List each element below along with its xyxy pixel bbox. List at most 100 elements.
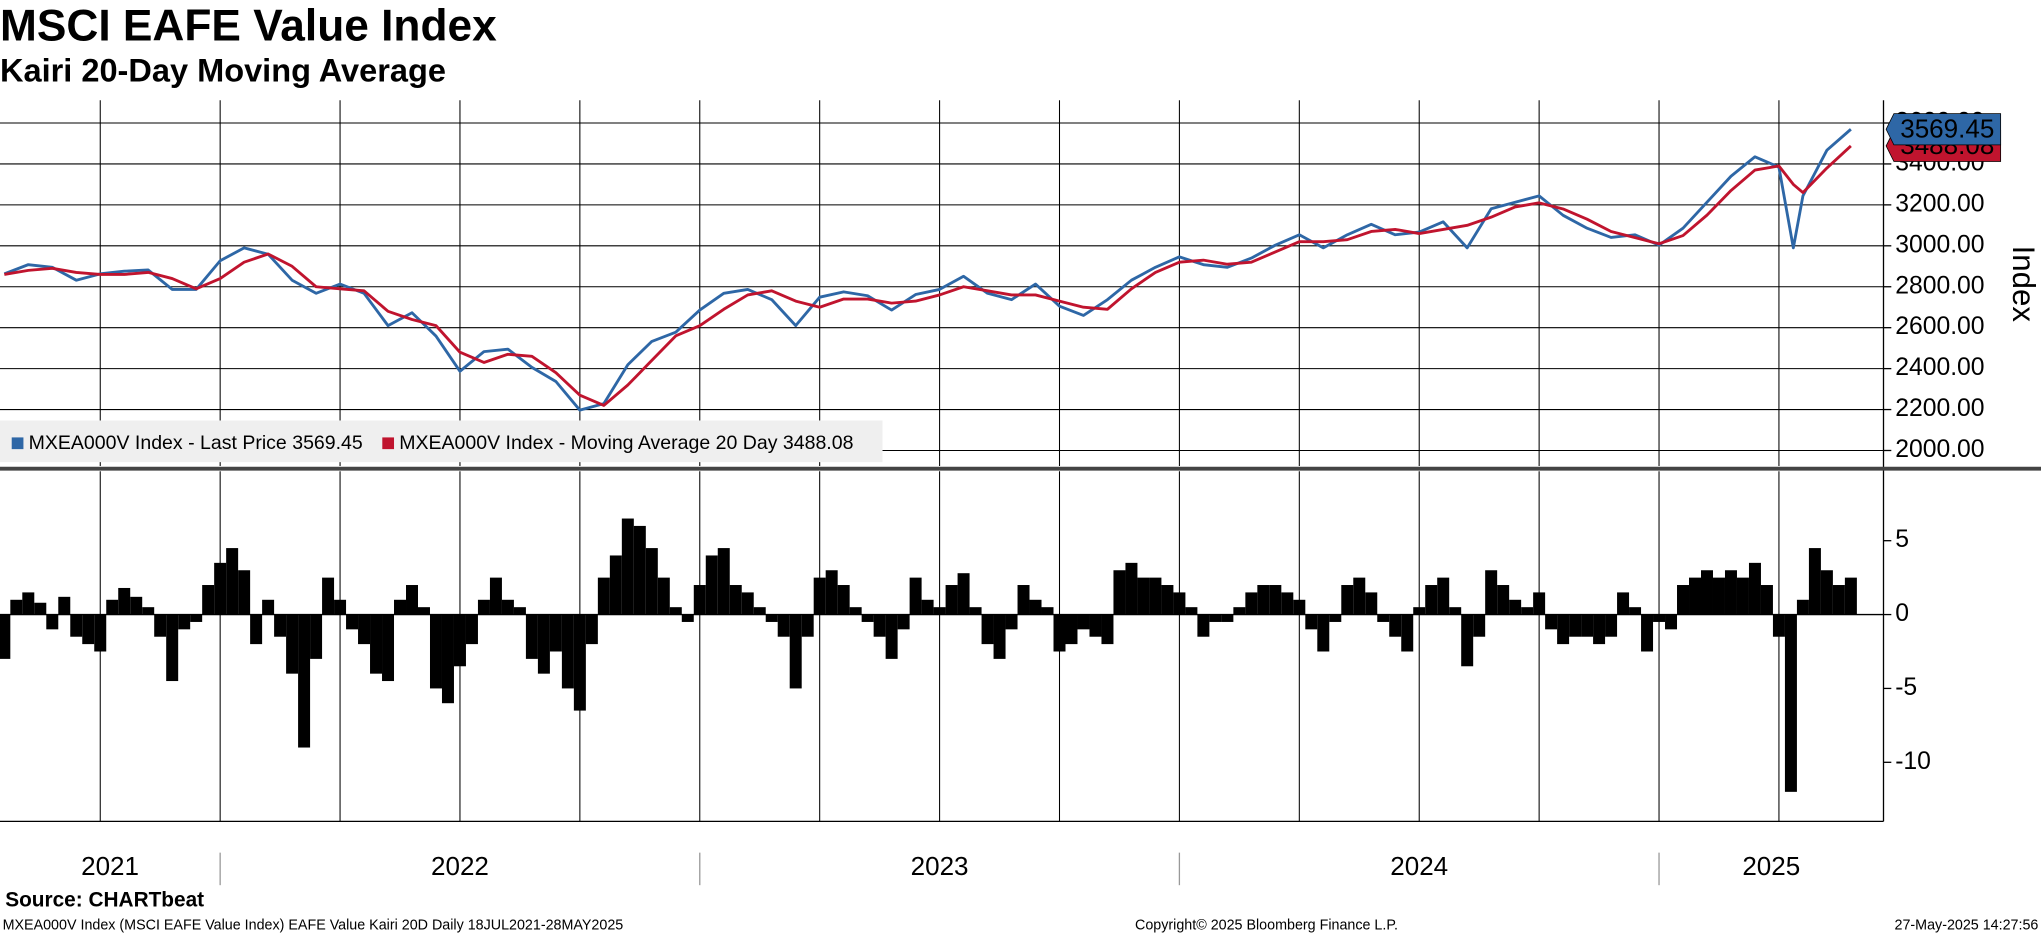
bar bbox=[813, 577, 826, 615]
subtitle: Kairi 20-Day Moving Average bbox=[0, 53, 446, 89]
bar bbox=[753, 607, 766, 615]
bar bbox=[717, 548, 730, 615]
bar bbox=[1629, 607, 1642, 615]
bar bbox=[1712, 577, 1725, 615]
legend-label: MXEA000V Index - Last Price 3569.45 bbox=[29, 432, 363, 454]
bar bbox=[298, 614, 311, 748]
bar bbox=[585, 614, 598, 645]
y-tick-label: -5 bbox=[1895, 674, 1917, 701]
bar bbox=[525, 614, 538, 659]
y-tick-label: 2600.00 bbox=[1895, 313, 1984, 340]
bar bbox=[909, 577, 922, 615]
title: MSCI EAFE Value Index bbox=[0, 1, 497, 50]
bar bbox=[1820, 570, 1833, 615]
bar bbox=[1281, 592, 1294, 615]
bar bbox=[1521, 607, 1534, 615]
bar bbox=[238, 570, 251, 615]
bar bbox=[1485, 570, 1498, 615]
bar bbox=[406, 585, 418, 615]
bar bbox=[1581, 614, 1594, 637]
bar bbox=[82, 614, 95, 645]
bar bbox=[1341, 585, 1354, 615]
bar bbox=[1053, 614, 1066, 652]
bar bbox=[993, 614, 1006, 659]
bar bbox=[1533, 592, 1546, 615]
bar bbox=[1077, 614, 1090, 630]
bar bbox=[1365, 592, 1378, 615]
y-tick-label: -10 bbox=[1895, 748, 1931, 775]
x-tick-label: 2025 bbox=[1742, 851, 1800, 881]
bar bbox=[429, 614, 442, 689]
y-tick-label: 2000.00 bbox=[1895, 436, 1984, 463]
bar bbox=[1736, 577, 1749, 615]
bar bbox=[394, 599, 407, 615]
bar bbox=[1808, 548, 1821, 615]
bar bbox=[1245, 592, 1258, 615]
bar bbox=[1449, 607, 1462, 615]
bar bbox=[1317, 614, 1330, 652]
bar bbox=[1748, 562, 1761, 615]
bar bbox=[1760, 585, 1773, 615]
bar bbox=[1101, 614, 1114, 645]
y-tick-label: 2400.00 bbox=[1895, 354, 1984, 381]
source: Source: CHARTbeat bbox=[5, 888, 204, 911]
bar bbox=[921, 599, 934, 615]
y-tick-label: 2800.00 bbox=[1895, 272, 1984, 299]
bar bbox=[597, 577, 610, 615]
bar bbox=[70, 614, 83, 637]
bar bbox=[0, 614, 11, 659]
bar bbox=[945, 585, 958, 615]
bar bbox=[849, 607, 862, 615]
y-tick-label: 0 bbox=[1895, 600, 1909, 627]
bar bbox=[1509, 599, 1522, 615]
bar bbox=[1209, 614, 1222, 622]
bar bbox=[1724, 570, 1737, 615]
bar bbox=[1125, 562, 1138, 615]
bar bbox=[1389, 614, 1402, 637]
bar bbox=[1545, 614, 1558, 630]
bar bbox=[1677, 585, 1690, 615]
bar bbox=[1413, 607, 1426, 615]
bar bbox=[226, 548, 239, 615]
bar bbox=[106, 599, 119, 615]
bar bbox=[609, 555, 622, 615]
bar bbox=[1557, 614, 1570, 645]
bar bbox=[861, 614, 874, 622]
bar bbox=[1173, 592, 1186, 615]
bar bbox=[549, 614, 562, 652]
bar bbox=[154, 614, 167, 637]
bar bbox=[322, 577, 335, 615]
bar bbox=[250, 614, 263, 645]
bar bbox=[118, 587, 131, 615]
bar bbox=[1185, 607, 1198, 615]
y-axis-title: Index bbox=[2006, 246, 2041, 323]
bar bbox=[334, 599, 347, 615]
line-series bbox=[3, 128, 1852, 412]
bar bbox=[310, 614, 323, 659]
y-tick-label: 3000.00 bbox=[1895, 231, 1984, 258]
legend-swatch bbox=[382, 437, 395, 450]
bar bbox=[873, 614, 886, 637]
bar bbox=[1221, 614, 1234, 622]
bar bbox=[1161, 585, 1174, 615]
bar bbox=[417, 607, 430, 615]
bar bbox=[1197, 614, 1210, 637]
bar bbox=[501, 599, 514, 615]
bar bbox=[741, 592, 754, 615]
line-series bbox=[4, 144, 1852, 407]
bar bbox=[370, 614, 383, 674]
bar bbox=[94, 614, 107, 652]
bar bbox=[561, 614, 574, 689]
bar bbox=[10, 599, 23, 615]
bar bbox=[1617, 592, 1630, 615]
bar bbox=[633, 525, 646, 615]
legend-swatch bbox=[11, 437, 24, 450]
x-tick-label: 2022 bbox=[431, 851, 489, 881]
bar bbox=[1293, 599, 1306, 615]
bar bbox=[441, 614, 454, 704]
bar bbox=[1137, 577, 1150, 615]
bar bbox=[1473, 614, 1486, 637]
bar bbox=[957, 573, 970, 615]
bar bbox=[346, 614, 359, 630]
bar bbox=[1089, 614, 1102, 637]
